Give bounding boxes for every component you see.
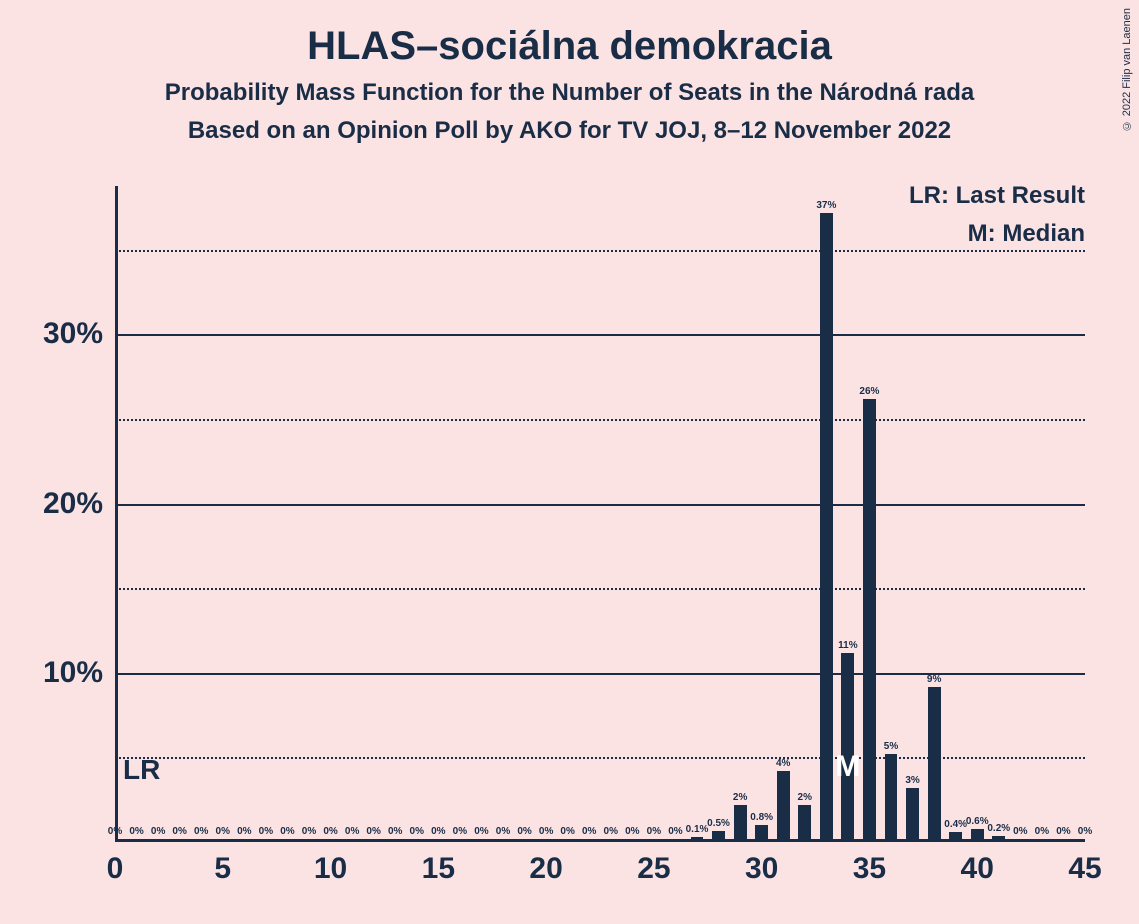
bar-value-label: 0.8% [750,812,773,823]
bar-value-label: 2% [798,792,812,803]
bar-value-label: 2% [733,792,747,803]
bar-value-label: 0% [129,826,143,837]
gridline-minor [115,588,1085,590]
bar-value-label: 0% [259,826,273,837]
bar-value-label: 37% [816,200,836,211]
x-tick-label: 30 [745,852,778,886]
y-tick-label: 10% [43,656,103,690]
bar-value-label: 0% [431,826,445,837]
chart-subtitle-1: Probability Mass Function for the Number… [0,79,1139,107]
bar-value-label: 0% [237,826,251,837]
gridline-minor [115,419,1085,421]
copyright-text: © 2022 Filip van Laenen [1121,8,1133,131]
bar-value-label: 0% [647,826,661,837]
bar-value-label: 0.1% [686,824,709,835]
y-tick-label: 30% [43,317,103,351]
bar [841,653,854,839]
x-tick-label: 25 [637,852,670,886]
chart-title: HLAS–sociálna demokracia [0,0,1139,69]
lr-marker: LR [123,754,160,786]
bar-value-label: 9% [927,674,941,685]
bar-value-label: 0% [302,826,316,837]
x-tick-label: 40 [961,852,994,886]
bar [734,805,747,839]
y-axis [115,186,118,842]
bar-value-label: 0% [388,826,402,837]
bar-value-label: 0% [539,826,553,837]
bar-value-label: 0% [151,826,165,837]
bar-value-label: 0.6% [966,816,989,827]
bar-value-label: 0% [172,826,186,837]
gridline-major [115,504,1085,506]
bar [798,805,811,839]
bar [863,399,876,839]
gridline-major [115,334,1085,336]
bar-value-label: 0% [323,826,337,837]
bar-value-label: 0% [625,826,639,837]
bar-value-label: 0% [582,826,596,837]
bar [691,837,704,839]
bar-value-label: 0% [280,826,294,837]
bar-value-label: 0.4% [944,819,967,830]
x-tick-label: 45 [1068,852,1101,886]
bar [992,836,1005,839]
x-tick-label: 35 [853,852,886,886]
bar-value-label: 0.2% [987,823,1010,834]
bar-value-label: 0% [216,826,230,837]
x-tick-label: 5 [214,852,231,886]
bar-value-label: 3% [905,775,919,786]
bar-value-label: 0% [517,826,531,837]
bar-value-label: 0% [1056,826,1070,837]
chart-plot-area: 10%20%30%0510152025303540450%0%0%0%0%0%0… [115,186,1085,842]
bar-value-label: 0% [366,826,380,837]
bar [906,788,919,839]
bar-value-label: 0% [1078,826,1092,837]
bar-value-label: 0% [453,826,467,837]
x-tick-label: 10 [314,852,347,886]
bar [820,213,833,839]
x-tick-label: 0 [107,852,124,886]
chart-subtitle-2: Based on an Opinion Poll by AKO for TV J… [0,117,1139,145]
y-tick-label: 20% [43,487,103,521]
bar-value-label: 0% [560,826,574,837]
bar-value-label: 0% [194,826,208,837]
bar-value-label: 0% [410,826,424,837]
bar-value-label: 0% [108,826,122,837]
x-tick-label: 15 [422,852,455,886]
bar-value-label: 0% [1013,826,1027,837]
legend-median: M: Median [968,220,1085,248]
x-axis [115,839,1085,842]
bar-value-label: 0.5% [707,818,730,829]
bar [971,829,984,839]
bar-value-label: 0% [668,826,682,837]
bar [928,687,941,839]
bar-value-label: 0% [474,826,488,837]
bar-value-label: 0% [496,826,510,837]
bar-value-label: 0% [604,826,618,837]
gridline-minor [115,250,1085,252]
bar-value-label: 26% [859,386,879,397]
bar-value-label: 0% [345,826,359,837]
bar-value-label: 4% [776,758,790,769]
legend-lr: LR: Last Result [909,182,1085,210]
bar-value-label: 5% [884,741,898,752]
bar-value-label: 11% [838,640,857,651]
bar [755,825,768,839]
bar-value-label: 0% [1035,826,1049,837]
bar [777,771,790,839]
bar [712,831,725,839]
median-marker: M [835,750,860,784]
bar [885,754,898,839]
bar [949,832,962,839]
x-tick-label: 20 [529,852,562,886]
